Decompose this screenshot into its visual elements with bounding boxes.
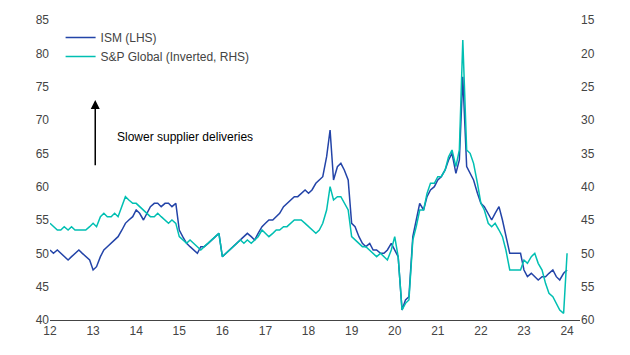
svg-text:35: 35 (581, 147, 595, 161)
svg-text:50: 50 (581, 247, 595, 261)
svg-text:55: 55 (581, 280, 595, 294)
svg-text:85: 85 (36, 13, 50, 27)
svg-text:19: 19 (345, 324, 359, 338)
svg-text:55: 55 (36, 213, 50, 227)
svg-text:12: 12 (43, 324, 57, 338)
svg-text:15: 15 (581, 13, 595, 27)
svg-text:22: 22 (474, 324, 488, 338)
svg-text:17: 17 (259, 324, 273, 338)
svg-text:65: 65 (36, 147, 50, 161)
svg-text:24: 24 (560, 324, 574, 338)
svg-text:45: 45 (581, 213, 595, 227)
svg-text:20: 20 (388, 324, 402, 338)
svg-text:75: 75 (36, 80, 50, 94)
svg-text:45: 45 (36, 280, 50, 294)
svg-text:23: 23 (517, 324, 531, 338)
svg-text:14: 14 (130, 324, 144, 338)
svg-text:50: 50 (36, 247, 50, 261)
svg-text:30: 30 (581, 113, 595, 127)
svg-text:80: 80 (36, 47, 50, 61)
svg-text:25: 25 (581, 80, 595, 94)
svg-text:40: 40 (36, 313, 50, 327)
svg-text:S&P Global (Inverted, RHS): S&P Global (Inverted, RHS) (101, 50, 250, 64)
svg-text:15: 15 (173, 324, 187, 338)
svg-text:21: 21 (431, 324, 445, 338)
svg-text:18: 18 (302, 324, 316, 338)
svg-text:60: 60 (36, 180, 50, 194)
svg-text:60: 60 (581, 313, 595, 327)
svg-text:40: 40 (581, 180, 595, 194)
svg-text:70: 70 (36, 113, 50, 127)
svg-text:ISM (LHS): ISM (LHS) (101, 31, 157, 45)
svg-text:16: 16 (216, 324, 230, 338)
svg-text:13: 13 (86, 324, 100, 338)
svg-text:20: 20 (581, 47, 595, 61)
svg-text:Slower supplier deliveries: Slower supplier deliveries (117, 130, 253, 144)
